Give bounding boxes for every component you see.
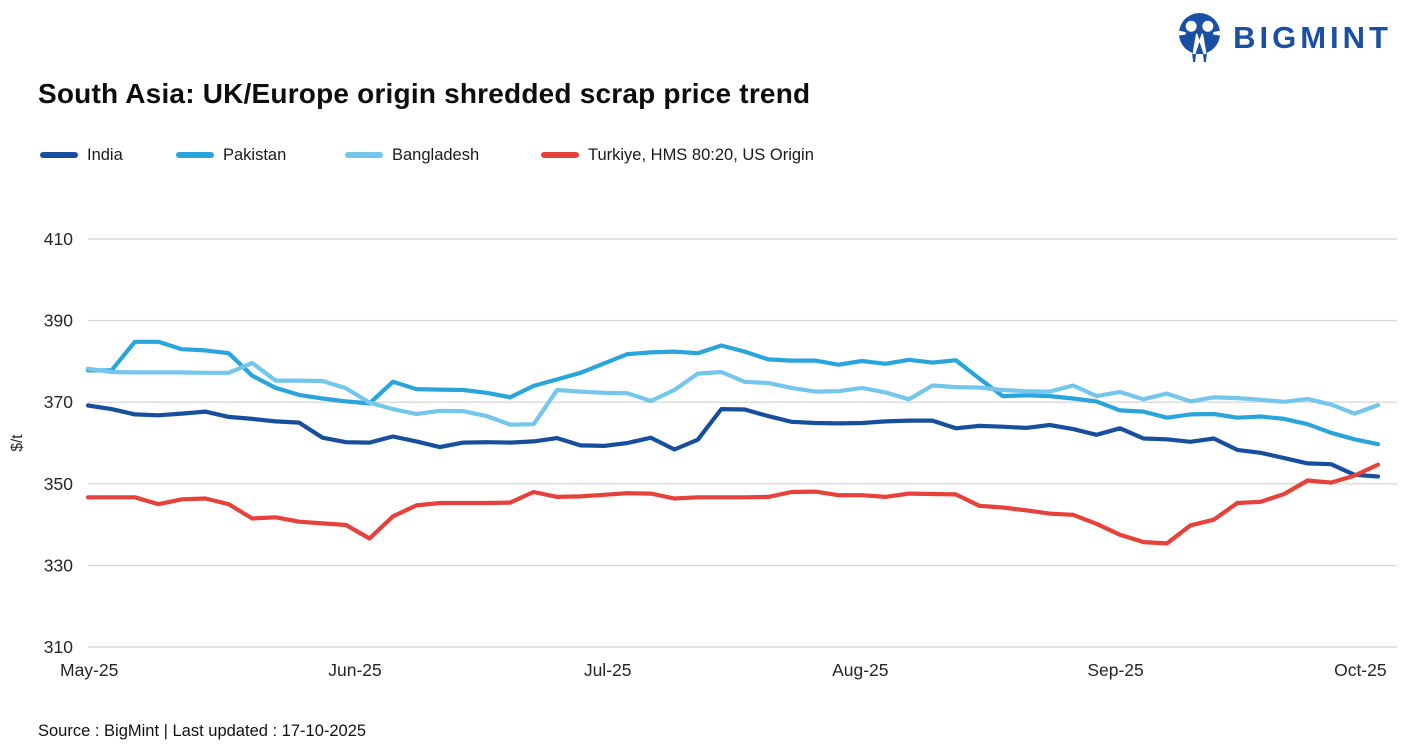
bigmint-logo-icon [1179,13,1221,62]
x-tick-label: Aug-25 [832,660,888,680]
legend-label: Bangladesh [392,145,480,164]
series-line-bangladesh [85,360,1381,427]
y-tick-label: 330 [44,555,73,575]
y-tick-label: 370 [44,392,73,412]
x-tick-label: May-25 [60,660,118,680]
page-title: South Asia: UK/Europe origin shredded sc… [38,78,811,109]
legend-item-bangladesh: Bangladesh [345,144,479,166]
legend-swatch [176,152,214,158]
legend-swatch [40,152,78,158]
series-line-turkiye [85,462,1381,546]
bigmint-logo-text: BIGMINT [1233,20,1392,55]
legend-label: Pakistan [223,145,287,164]
bigmint-logo: BIGMINT [1176,11,1392,65]
y-tick-label: 410 [44,229,73,249]
series-line-pakistan [85,339,1381,447]
chart-legend: India Pakistan Bangladesh Turkiye, HMS 80:2… [0,144,1413,166]
x-tick-label: Jun-25 [328,660,382,680]
y-axis-title: $/t [9,434,26,452]
x-tick-label: Sep-25 [1087,660,1143,680]
series-line-india [85,403,1381,479]
y-tick-label: 350 [44,474,73,494]
y-tick-label: 390 [44,311,73,331]
legend-item-pakistan: Pakistan [176,144,286,166]
legend-swatch [345,152,383,158]
legend-label: Turkiye, HMS 80:20, US Origin [588,145,814,164]
legend-swatch [541,152,579,158]
y-tick-label: 310 [44,637,73,657]
x-tick-label: Jul-25 [584,660,632,680]
x-tick-label: Oct-25 [1334,660,1387,680]
legend-label: India [87,145,123,164]
legend-item-turkiye: Turkiye, HMS 80:20, US Origin [541,144,814,166]
legend-item-india: India [40,144,123,166]
source-note: Source : BigMint | Last updated : 17-10-… [38,722,367,740]
